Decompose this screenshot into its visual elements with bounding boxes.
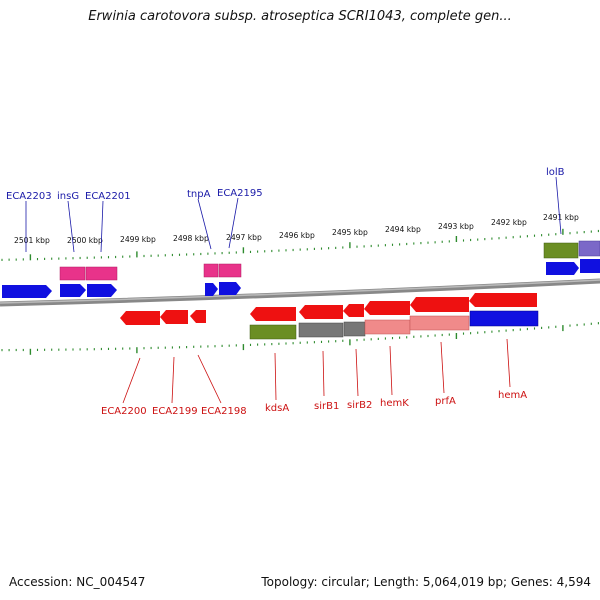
feature-block[interactable]	[543, 242, 579, 259]
scale-label: 2494 kbp	[385, 225, 421, 234]
feature-block[interactable]	[218, 263, 242, 278]
forward-gene-arrow[interactable]	[205, 283, 218, 296]
reverse-gene-arrow[interactable]	[410, 297, 469, 312]
reverse-gene-arrow[interactable]	[190, 310, 206, 323]
reverse-gene-arrow[interactable]	[469, 293, 537, 307]
gene-label-lolB[interactable]: lolB	[546, 167, 565, 178]
forward-gene-arrow[interactable]	[60, 284, 86, 297]
reverse-gene-arrow[interactable]	[299, 305, 343, 319]
scale-label: 2492 kbp	[491, 218, 527, 227]
reverse-gene-arrow[interactable]	[364, 301, 410, 315]
forward-gene-arrow[interactable]	[546, 262, 579, 275]
scale-label: 2491 kbp	[543, 213, 579, 222]
feature-block[interactable]	[364, 319, 411, 335]
feature-block[interactable]	[85, 266, 118, 281]
scale-label: 2498 kbp	[173, 234, 209, 243]
feature-block[interactable]	[298, 322, 344, 338]
scale-ticks-top	[1, 228, 599, 261]
feature-block[interactable]	[469, 310, 539, 327]
leader-lines-top	[25, 176, 562, 253]
gene-label-sirB2[interactable]: sirB2	[347, 400, 372, 411]
gene-label-hemA[interactable]: hemA	[498, 390, 527, 401]
feature-block[interactable]	[249, 324, 297, 340]
scale-label: 2501 kbp	[14, 236, 50, 245]
feature-block[interactable]	[59, 266, 86, 281]
forward-gene-arrow[interactable]	[2, 285, 52, 298]
gene-label-ECA2195[interactable]: ECA2195	[217, 188, 263, 199]
accession-label: Accession: NC_004547	[9, 575, 146, 589]
scale-label: 2499 kbp	[120, 235, 156, 244]
gene-label-prfA[interactable]: prfA	[435, 396, 456, 407]
genome-summary: Topology: circular; Length: 5,064,019 bp…	[261, 575, 591, 589]
scale-label: 2496 kbp	[279, 231, 315, 240]
gene-label-sirB1[interactable]: sirB1	[314, 401, 339, 412]
gene-label-ECA2199[interactable]: ECA2199	[152, 406, 198, 417]
scale-label: 2500 kbp	[67, 236, 103, 245]
map-title: Erwinia carotovora subsp. atroseptica SC…	[88, 9, 512, 24]
gene-label-insG[interactable]: insG	[57, 191, 79, 202]
scale-label: 2495 kbp	[332, 228, 368, 237]
reverse-gene-arrow[interactable]	[250, 307, 296, 321]
leader-lines-bottom	[122, 338, 511, 404]
gene-label-ECA2201[interactable]: ECA2201	[85, 191, 131, 202]
forward-gene-arrow[interactable]	[219, 282, 241, 295]
gene-label-ECA2200[interactable]: ECA2200	[101, 406, 147, 417]
scale-ticks-bottom	[1, 322, 599, 355]
scale-label: 2497 kbp	[226, 233, 262, 242]
feature-block[interactable]	[409, 315, 470, 331]
gene-label-ECA2198[interactable]: ECA2198	[201, 406, 247, 417]
reverse-gene-arrow[interactable]	[160, 310, 188, 324]
reverse-gene-arrow[interactable]	[343, 304, 364, 317]
reverse-gene-arrow[interactable]	[120, 311, 160, 325]
feature-block[interactable]	[343, 321, 366, 337]
feature-block[interactable]	[203, 263, 219, 278]
forward-gene-arrow[interactable]	[87, 284, 117, 297]
gene-label-hemK[interactable]: hemK	[380, 398, 409, 409]
forward-gene-arrow[interactable]	[580, 259, 600, 273]
scale-label: 2493 kbp	[438, 222, 474, 231]
gene-label-ECA2203[interactable]: ECA2203	[6, 191, 52, 202]
genome-backbone	[0, 278, 600, 307]
gene-label-tnpA[interactable]: tnpA	[187, 189, 211, 200]
gene-label-kdsA[interactable]: kdsA	[265, 403, 289, 414]
feature-block[interactable]	[578, 240, 600, 257]
